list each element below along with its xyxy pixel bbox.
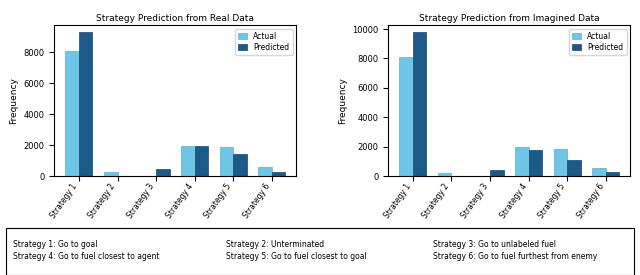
- Bar: [554, 149, 567, 176]
- Y-axis label: Frequency: Frequency: [9, 77, 18, 124]
- Bar: [567, 160, 581, 176]
- Legend: Actual, Predicted: Actual, Predicted: [235, 29, 292, 55]
- Title: Strategy Prediction from Real Data: Strategy Prediction from Real Data: [97, 13, 254, 23]
- Title: Strategy Prediction from Imagined Data: Strategy Prediction from Imagined Data: [419, 13, 600, 23]
- Bar: [490, 170, 504, 176]
- Text: Strategy 2: Unterminated
Strategy 5: Go to fuel closest to goal: Strategy 2: Unterminated Strategy 5: Go …: [226, 240, 367, 262]
- Bar: [606, 172, 620, 176]
- Bar: [529, 150, 542, 176]
- Bar: [79, 32, 92, 176]
- Bar: [118, 175, 131, 176]
- Legend: Actual, Predicted: Actual, Predicted: [569, 29, 627, 55]
- Bar: [65, 51, 79, 176]
- Bar: [451, 175, 465, 176]
- Bar: [399, 57, 413, 176]
- Text: Strategy 3: Go to unlabeled fuel
Strategy 6: Go to fuel furthest from enemy: Strategy 3: Go to unlabeled fuel Strateg…: [433, 240, 597, 262]
- Bar: [234, 153, 247, 176]
- Bar: [593, 168, 606, 176]
- Bar: [259, 167, 272, 176]
- Bar: [104, 172, 118, 176]
- Bar: [181, 146, 195, 176]
- Bar: [272, 172, 285, 176]
- Bar: [220, 147, 234, 176]
- Bar: [195, 146, 208, 176]
- Bar: [438, 173, 451, 176]
- Text: Strategy 1: Go to goal
Strategy 4: Go to fuel closest to agent: Strategy 1: Go to goal Strategy 4: Go to…: [13, 240, 159, 262]
- Bar: [413, 32, 426, 176]
- Bar: [156, 169, 170, 176]
- FancyBboxPatch shape: [6, 228, 634, 275]
- Bar: [515, 147, 529, 176]
- Y-axis label: Frequency: Frequency: [338, 77, 347, 124]
